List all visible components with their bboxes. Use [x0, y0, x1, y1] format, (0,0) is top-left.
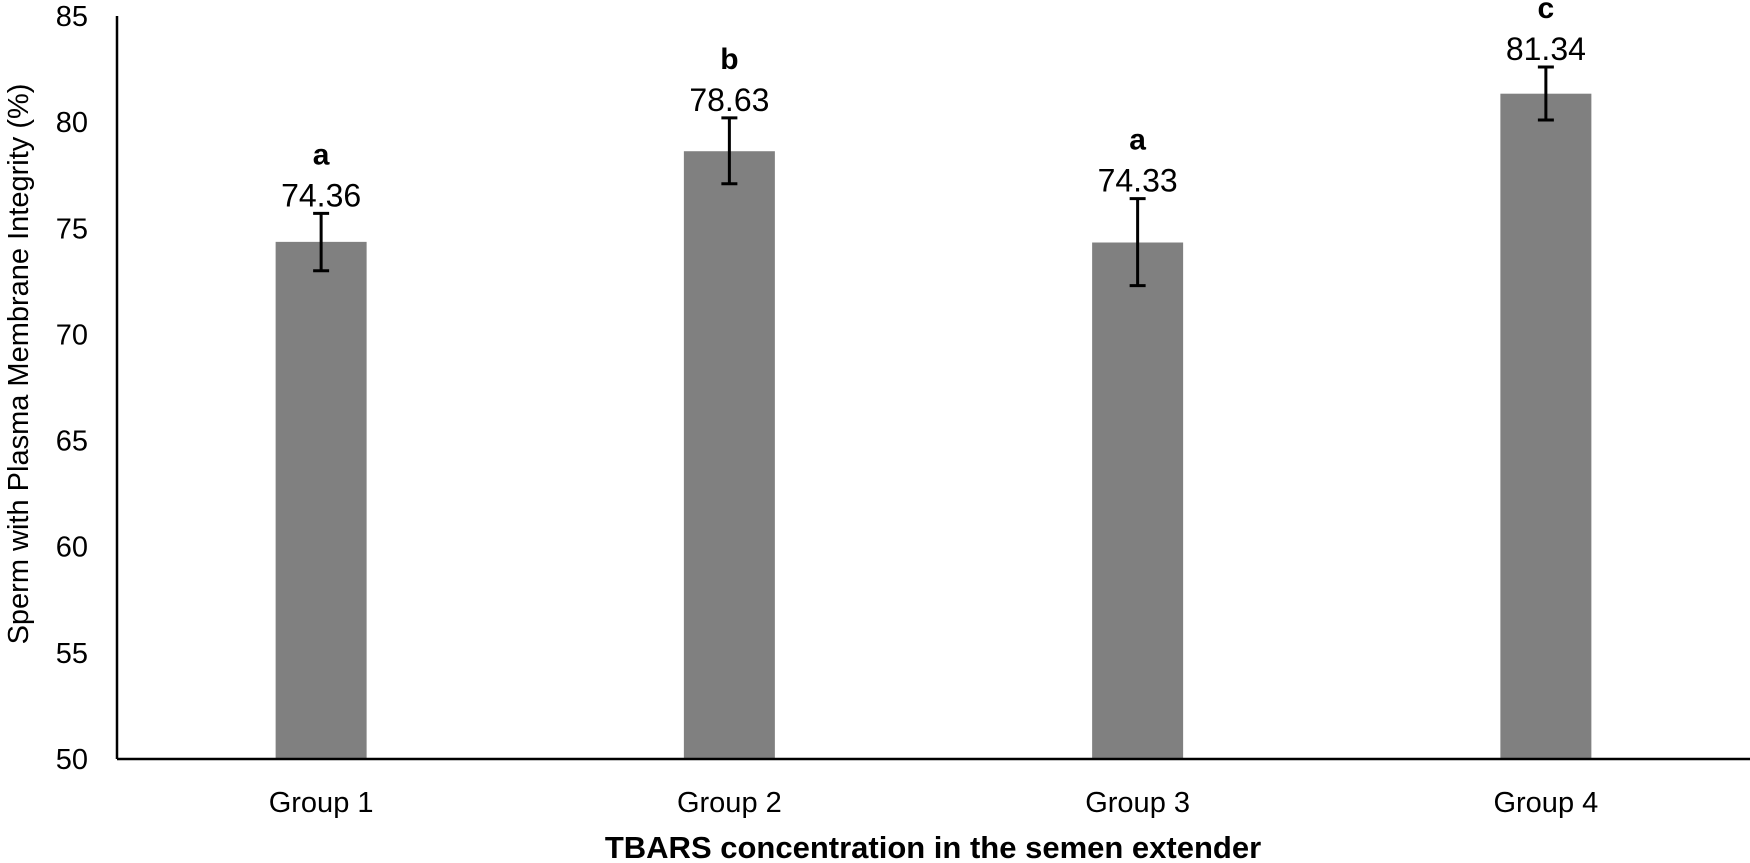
- bar: [683, 151, 775, 759]
- y-tick-label: 60: [56, 532, 88, 564]
- significance-letter: c: [1538, 0, 1555, 25]
- y-tick-label: 50: [56, 744, 88, 776]
- error-bar: [1537, 65, 1554, 122]
- y-axis-ticks: 50 55 60 65 70 75 80 85: [56, 1, 88, 776]
- bars: 74.36 a 78.63 b 74.33 a 81.34 c: [275, 0, 1592, 759]
- y-tick-label: 85: [56, 1, 88, 33]
- y-tick-label: 55: [56, 638, 88, 670]
- x-axis-tick-labels: Group 1 Group 2 Group 3 Group 4: [269, 787, 1599, 819]
- bar: [1092, 242, 1184, 759]
- y-tick-label: 80: [56, 107, 88, 139]
- x-tick-label: Group 3: [1085, 787, 1190, 819]
- y-tick-label: 70: [56, 319, 88, 351]
- x-tick-label: Group 1: [269, 787, 374, 819]
- significance-letter: b: [720, 43, 738, 76]
- data-label: 74.36: [281, 177, 361, 213]
- error-bar: [1129, 197, 1146, 288]
- y-axis-label: Sperm with Plasma Membrane Integrity (%): [3, 84, 35, 645]
- y-tick-label: 65: [56, 426, 88, 458]
- y-tick-label: 75: [56, 213, 88, 245]
- bar: [1500, 93, 1592, 759]
- error-bar: [313, 211, 330, 273]
- bar: [275, 241, 367, 759]
- x-axis-label: TBARS concentration in the semen extende…: [605, 830, 1261, 863]
- significance-letter: a: [1129, 124, 1146, 157]
- x-tick-label: Group 2: [677, 787, 782, 819]
- data-label: 78.63: [689, 82, 769, 118]
- error-bar: [721, 116, 738, 186]
- x-tick-label: Group 4: [1493, 787, 1598, 819]
- data-label: 81.34: [1506, 31, 1586, 67]
- data-label: 74.33: [1098, 163, 1178, 199]
- significance-letter: a: [313, 138, 330, 171]
